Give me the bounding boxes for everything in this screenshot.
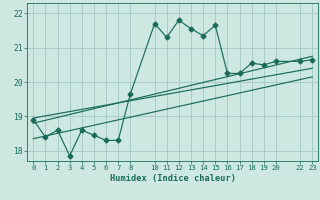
X-axis label: Humidex (Indice chaleur): Humidex (Indice chaleur) (110, 174, 236, 183)
